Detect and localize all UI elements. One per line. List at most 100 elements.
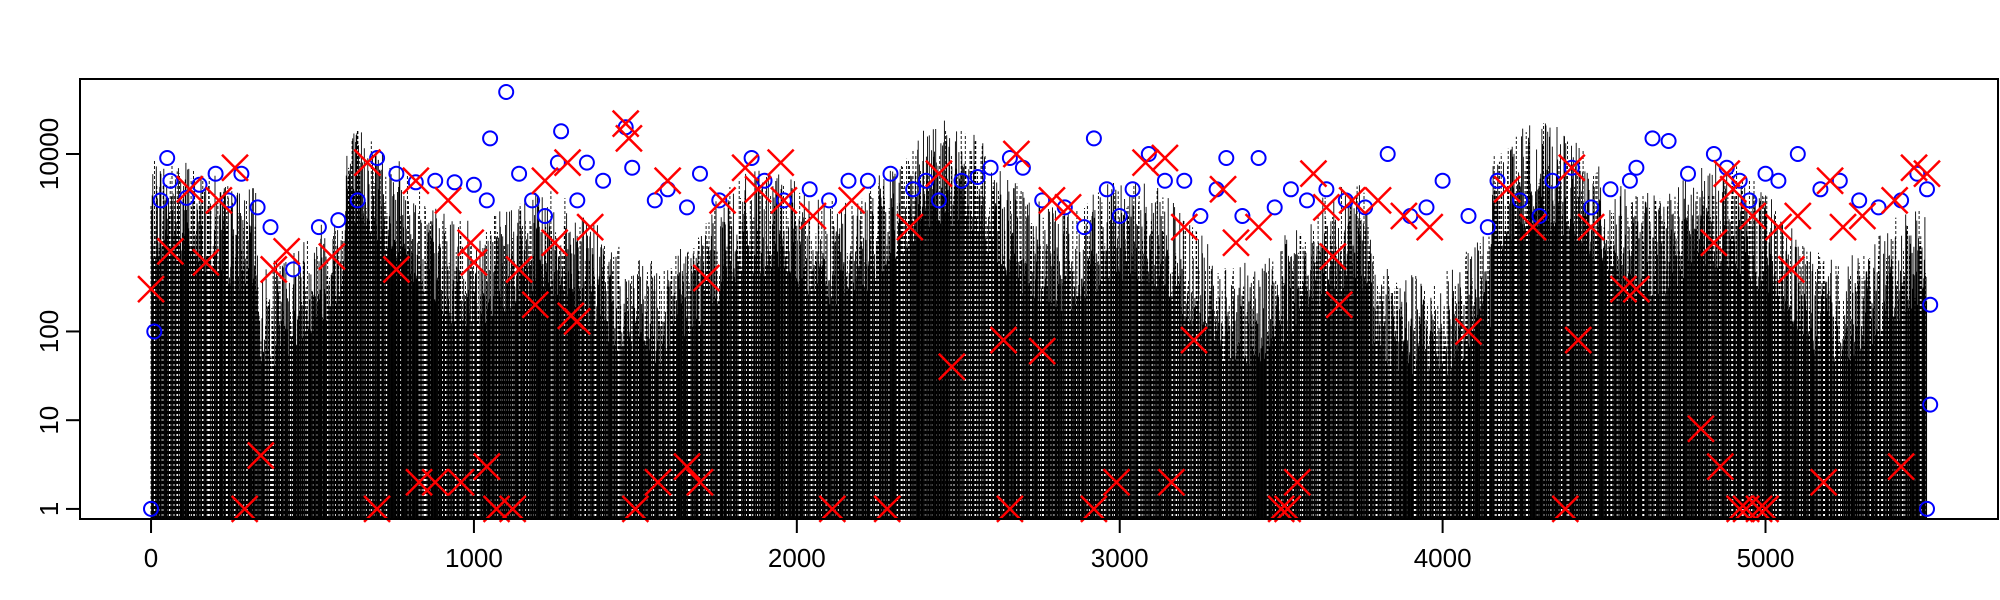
circle-marker	[1076, 219, 1093, 236]
circle-marker	[1563, 159, 1580, 176]
circle-marker	[801, 181, 818, 198]
circle-marker	[1660, 133, 1677, 149]
cross-marker	[673, 452, 701, 481]
circle-marker	[1922, 396, 1939, 413]
cross-marker	[1299, 159, 1328, 188]
cross-marker	[644, 468, 672, 497]
circle-marker	[1192, 208, 1209, 224]
circle-marker	[1741, 192, 1758, 209]
circle-marker	[821, 192, 838, 209]
cross-marker	[421, 468, 450, 497]
cross-marker	[744, 175, 772, 204]
cross-marker	[401, 166, 430, 195]
cross-marker	[770, 186, 798, 215]
cross-marker	[1054, 193, 1082, 222]
cross-marker	[1028, 337, 1057, 366]
circle-marker	[1266, 199, 1283, 216]
cross-marker	[156, 237, 185, 266]
cross-marker	[472, 452, 501, 481]
cross-marker	[1325, 290, 1354, 319]
cross-marker	[1151, 144, 1179, 172]
x-tick-label: 0	[144, 543, 158, 573]
circle-marker	[692, 165, 708, 182]
circle-marker	[1531, 208, 1548, 224]
cross-marker	[615, 124, 643, 153]
circle-marker	[1644, 130, 1661, 147]
cross-marker	[1706, 452, 1735, 481]
cross-marker	[1848, 202, 1877, 230]
circle-marker	[624, 159, 641, 176]
circle-marker	[262, 219, 279, 236]
circle-marker	[285, 261, 302, 278]
cross-marker	[246, 441, 275, 470]
circle-marker	[549, 154, 566, 171]
cross-marker	[505, 255, 534, 284]
circle-marker	[1812, 181, 1829, 198]
y-axis: 1 10 100 10000	[34, 118, 81, 516]
cross-marker	[460, 248, 488, 277]
cross-marker	[230, 495, 259, 523]
circle-marker	[233, 165, 250, 182]
circle-marker	[446, 174, 463, 191]
circle-marker	[1318, 181, 1335, 198]
cross-marker	[1454, 317, 1483, 346]
cross-marker	[1493, 175, 1522, 204]
cross-marker	[895, 213, 924, 241]
circle-marker	[1831, 172, 1848, 189]
cross-marker	[686, 468, 714, 497]
circle-marker	[207, 165, 224, 182]
circle-marker	[1111, 208, 1128, 224]
cross-marker	[1725, 495, 1754, 523]
cross-marker	[259, 255, 288, 284]
circle-marker	[1789, 146, 1806, 162]
cross-marker	[1816, 166, 1844, 195]
y-tick-label: 100	[34, 310, 64, 353]
cross-marker	[1913, 159, 1941, 188]
circle-marker	[1218, 150, 1235, 166]
cross-marker	[1764, 213, 1793, 241]
circle-marker	[969, 169, 986, 185]
circle-marker	[982, 159, 999, 176]
circle-marker	[1434, 172, 1451, 189]
circle-marker	[1124, 181, 1141, 198]
cross-marker	[1318, 242, 1347, 271]
cross-marker	[1038, 186, 1066, 215]
cross-marker	[363, 495, 391, 523]
x-tick-label: 1000	[445, 543, 503, 573]
circle-marker	[1602, 181, 1619, 198]
circle-marker	[930, 192, 947, 209]
cross-marker	[1887, 452, 1916, 481]
cross-marker	[1273, 495, 1302, 523]
circle-marker	[427, 172, 444, 189]
cross-marker	[996, 495, 1024, 523]
cross-markers-layer	[137, 109, 1941, 523]
cross-marker	[1209, 175, 1237, 204]
cross-marker	[1564, 326, 1593, 354]
cross-marker	[1338, 186, 1367, 215]
cross-marker	[1699, 228, 1728, 257]
cross-marker	[1170, 213, 1199, 241]
cross-marker	[925, 159, 953, 188]
circle-marker	[882, 165, 899, 182]
circle-marker	[478, 192, 495, 209]
circle-marker	[569, 192, 586, 209]
cross-marker	[1732, 495, 1761, 523]
circle-marker	[1922, 296, 1939, 313]
cross-marker	[382, 255, 411, 284]
cross-marker	[272, 237, 301, 266]
circle-marker	[143, 500, 159, 517]
circle-marker	[1621, 172, 1638, 189]
cross-marker	[1102, 468, 1131, 497]
circle-marker	[1680, 165, 1696, 182]
circle-marker	[553, 123, 570, 140]
circle-marker	[1919, 500, 1935, 517]
cross-marker	[1002, 140, 1031, 168]
circle-marker	[330, 212, 347, 229]
cross-marker	[447, 468, 475, 497]
cross-marker	[204, 186, 233, 215]
circle-marker	[146, 323, 163, 340]
cross-marker	[1809, 468, 1838, 497]
circle-marker	[1001, 150, 1018, 166]
circle-marker	[1919, 181, 1935, 198]
